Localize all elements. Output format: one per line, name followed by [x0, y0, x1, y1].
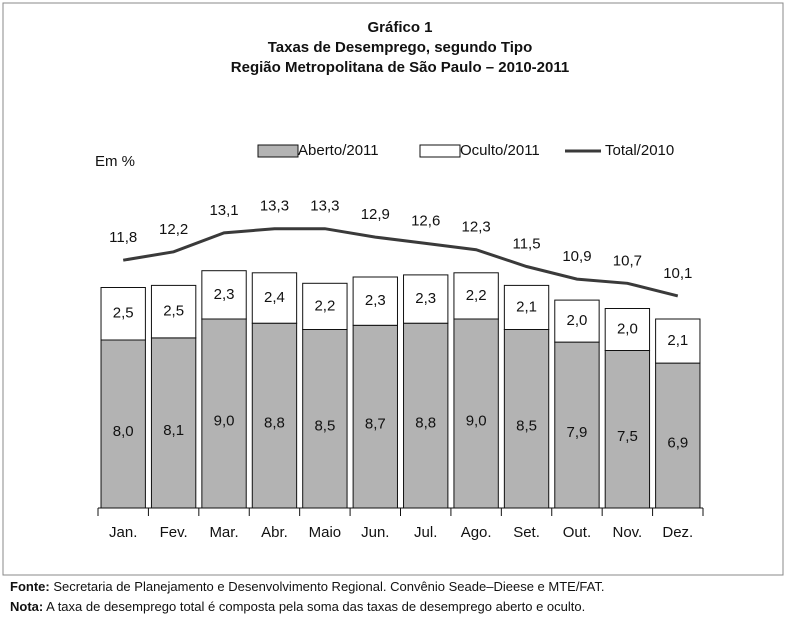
data-label: 10,9 [562, 248, 591, 265]
bar-segment [150, 284, 197, 339]
note-label: Fonte: [10, 579, 50, 594]
x-tick-label: Jan. [109, 524, 137, 541]
data-label: 12,9 [361, 206, 390, 223]
data-label: 11,5 [512, 235, 540, 252]
data-label: 7,9 [567, 424, 588, 441]
bar-segment [150, 337, 197, 509]
data-label: 2,0 [567, 312, 588, 329]
bar-segment [403, 322, 449, 509]
bar-segment [503, 329, 550, 509]
data-label: 2,3 [365, 292, 386, 309]
line [122, 227, 679, 298]
data-label: 11,8 [109, 229, 137, 246]
note: Fonte: Secretaria de Planejamento e Dese… [10, 579, 604, 594]
data-label: 2,4 [264, 289, 285, 306]
data-label: 8,8 [264, 415, 285, 432]
bar-segment [453, 318, 499, 509]
data-label: 2,2 [314, 297, 335, 314]
legend-swatch [419, 144, 461, 158]
bar-segment [554, 341, 600, 509]
data-label: 2,5 [113, 305, 134, 322]
bar-segment [100, 287, 146, 341]
data-label: 8,1 [163, 422, 184, 439]
data-label: 13,3 [260, 198, 289, 215]
chart-subtitle: Região Metropolitana de São Paulo – 2010… [231, 59, 569, 76]
bar-segment [503, 284, 550, 330]
data-label: 6,9 [667, 435, 688, 452]
x-tick-label: Fev. [160, 524, 188, 541]
data-label: 12,3 [462, 219, 491, 236]
data-label: 9,0 [466, 412, 487, 429]
bar-segment [201, 318, 247, 509]
data-label: 8,5 [314, 418, 335, 435]
data-label: 8,8 [415, 415, 436, 432]
legend-label: Total/2010 [605, 142, 674, 159]
bar-segment [201, 270, 247, 320]
data-label: 10,1 [663, 265, 692, 282]
data-label: 2,5 [163, 303, 184, 320]
data-label: 8,5 [516, 418, 537, 435]
data-label: 7,5 [617, 428, 638, 445]
bar-segment [100, 339, 146, 509]
bar-segment [302, 282, 348, 330]
chart-title: Gráfico 1 [367, 19, 432, 36]
bar-segment [655, 362, 701, 509]
data-label: 13,3 [310, 198, 339, 215]
data-label: 2,1 [516, 298, 537, 315]
bar-segment [251, 322, 298, 509]
chart-frame [2, 2, 784, 576]
data-label: 9,0 [214, 412, 235, 429]
data-label: 2,3 [214, 286, 235, 303]
note-text: A taxa de desemprego total é composta pe… [46, 599, 585, 614]
note: Nota: A taxa de desemprego total é compo… [10, 599, 585, 614]
x-tick-label: Jul. [414, 524, 437, 541]
legend-label: Oculto/2011 [460, 142, 540, 159]
bar-segment [554, 299, 600, 343]
x-tick-label: Jun. [361, 524, 389, 541]
bar-segment [453, 272, 499, 320]
data-label: 13,1 [209, 202, 238, 219]
bar-segment [604, 350, 651, 509]
x-tick-label: Ago. [461, 524, 492, 541]
bar-segment [403, 274, 449, 324]
data-label: 2,0 [617, 320, 638, 337]
y-axis-label: Em % [95, 153, 135, 170]
data-label: 2,1 [667, 332, 688, 349]
data-label: 12,6 [411, 212, 440, 229]
data-label: 10,7 [613, 252, 642, 269]
x-tick-label: Abr. [261, 524, 288, 541]
bar-segment [251, 272, 298, 324]
data-label: 2,2 [466, 287, 487, 304]
x-tick-label: Maio [309, 524, 342, 541]
data-label: 12,2 [159, 221, 188, 238]
note-text: Secretaria de Planejamento e Desenvolvim… [53, 579, 604, 594]
note-label: Nota: [10, 599, 43, 614]
x-tick-label: Set. [513, 524, 540, 541]
data-label: 2,3 [415, 290, 436, 307]
x-tick-label: Mar. [209, 524, 238, 541]
x-tick-label: Nov. [613, 524, 643, 541]
bar-segment [604, 308, 651, 351]
data-label: 8,7 [365, 416, 386, 433]
bar-segment [655, 318, 701, 364]
legend-swatch [257, 144, 299, 158]
x-tick-label: Out. [563, 524, 591, 541]
bar-segment [352, 276, 398, 326]
chart-subtitle: Taxas de Desemprego, segundo Tipo [268, 39, 533, 56]
x-tick-label: Dez. [662, 524, 693, 541]
legend-label: Aberto/2011 [298, 142, 379, 159]
data-label: 8,0 [113, 423, 134, 440]
